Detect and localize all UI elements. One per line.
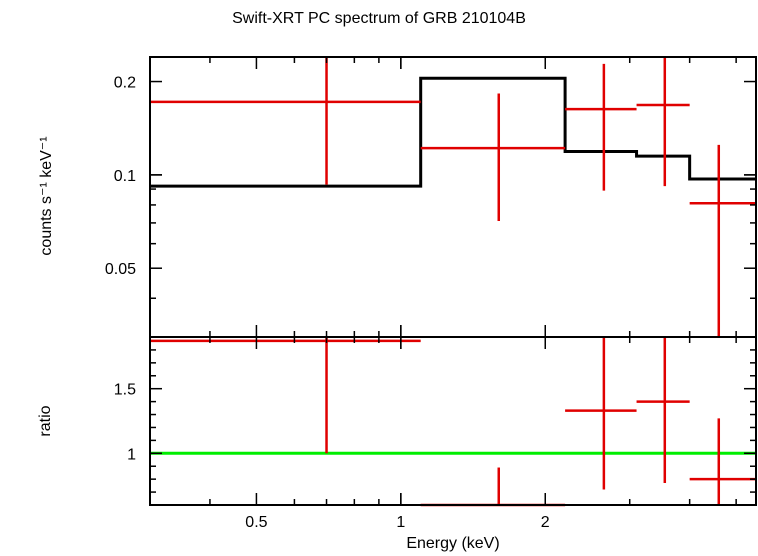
y-tick-label-bottom-0: 1 <box>127 446 136 463</box>
y-tick-label-top-1: 0.1 <box>114 168 136 185</box>
x-tick-label-2: 2 <box>541 514 550 531</box>
y-axis-label-counts: counts s⁻¹ keV⁻¹ <box>38 136 55 256</box>
y-tick-label-bottom-1: 1.5 <box>114 382 136 399</box>
y-tick-label-top-0: 0.05 <box>105 261 136 278</box>
x-tick-label-1: 1 <box>396 514 405 531</box>
ratio-panel-frame <box>149 336 757 506</box>
model-step-line <box>150 76 756 188</box>
chart-title: Swift-XRT PC spectrum of GRB 210104B <box>232 10 526 27</box>
x-axis-label: Energy (keV) <box>406 535 500 552</box>
x-tick-label-0: 0.5 <box>245 514 267 531</box>
y-axis-label-ratio: ratio <box>37 405 54 437</box>
y-tick-label-top-2: 0.2 <box>114 75 136 92</box>
